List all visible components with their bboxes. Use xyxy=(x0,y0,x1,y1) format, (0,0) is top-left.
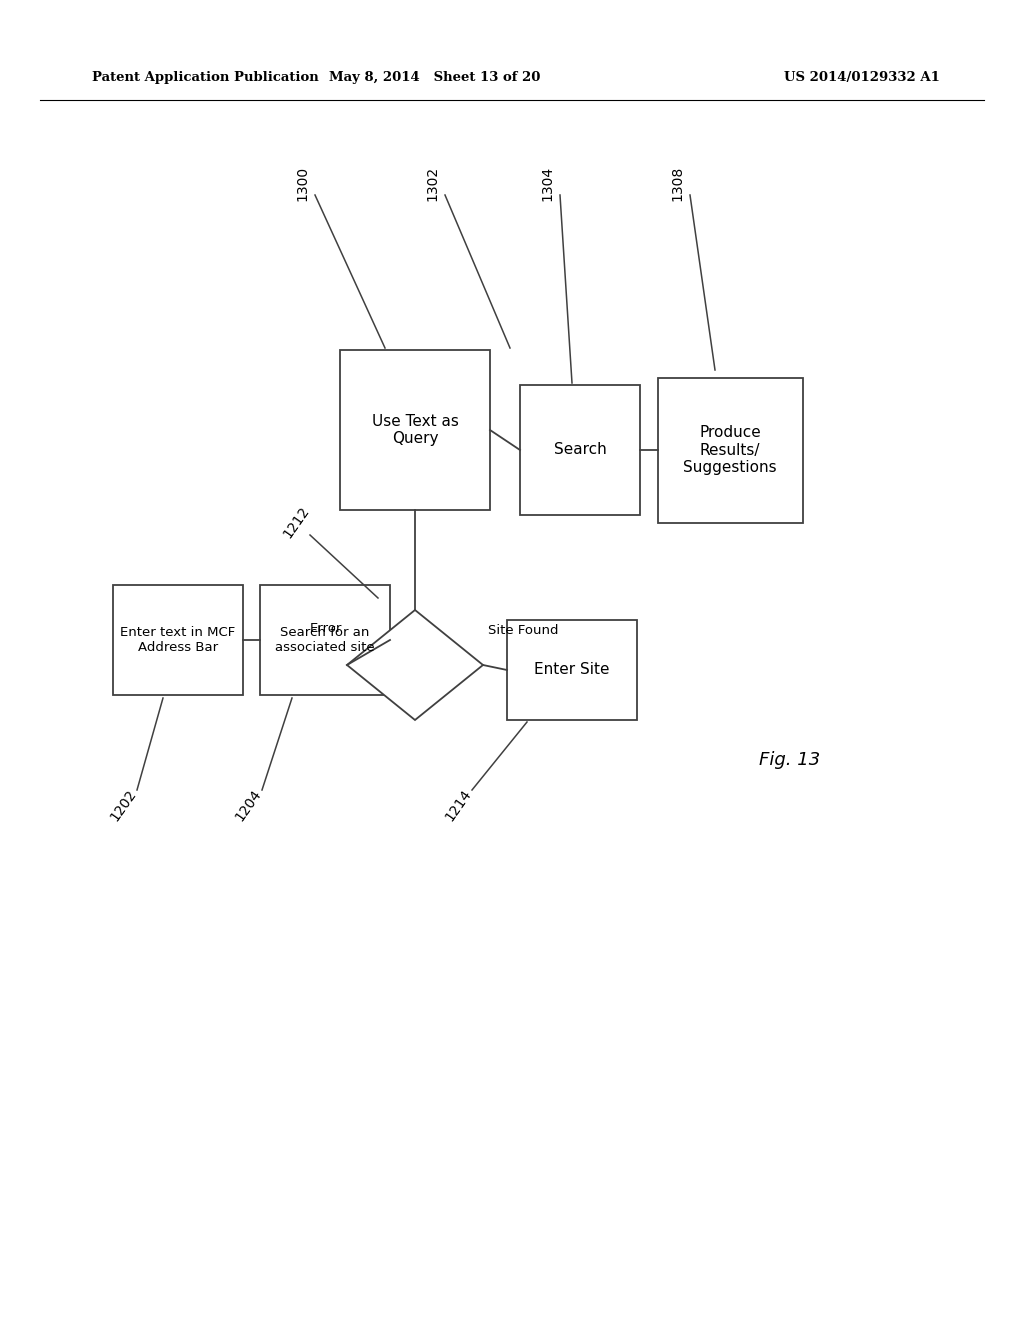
Text: 1304: 1304 xyxy=(540,165,554,201)
FancyBboxPatch shape xyxy=(113,585,243,696)
Text: Search: Search xyxy=(554,442,606,458)
Text: 1202: 1202 xyxy=(108,787,139,824)
Text: 1212: 1212 xyxy=(281,503,312,540)
Text: Error: Error xyxy=(309,622,342,635)
Text: Search for an
associated site: Search for an associated site xyxy=(275,626,375,653)
Text: Patent Application Publication: Patent Application Publication xyxy=(92,71,318,84)
FancyBboxPatch shape xyxy=(507,620,637,719)
Text: Use Text as
Query: Use Text as Query xyxy=(372,413,459,446)
Text: 1300: 1300 xyxy=(295,165,309,201)
Text: Enter text in MCF
Address Bar: Enter text in MCF Address Bar xyxy=(121,626,236,653)
FancyBboxPatch shape xyxy=(340,350,490,510)
Text: Produce
Results/
Suggestions: Produce Results/ Suggestions xyxy=(683,425,777,475)
Text: 1204: 1204 xyxy=(232,787,264,824)
Text: 1214: 1214 xyxy=(442,787,474,824)
FancyBboxPatch shape xyxy=(260,585,390,696)
FancyBboxPatch shape xyxy=(520,385,640,515)
Text: 1302: 1302 xyxy=(425,165,439,201)
Text: Enter Site: Enter Site xyxy=(535,663,609,677)
Text: US 2014/0129332 A1: US 2014/0129332 A1 xyxy=(784,71,940,84)
Text: May 8, 2014   Sheet 13 of 20: May 8, 2014 Sheet 13 of 20 xyxy=(330,71,541,84)
Text: Site Found: Site Found xyxy=(488,624,558,638)
FancyBboxPatch shape xyxy=(657,378,803,523)
Text: 1308: 1308 xyxy=(670,165,684,201)
Polygon shape xyxy=(347,610,483,719)
Text: Fig. 13: Fig. 13 xyxy=(760,751,820,770)
